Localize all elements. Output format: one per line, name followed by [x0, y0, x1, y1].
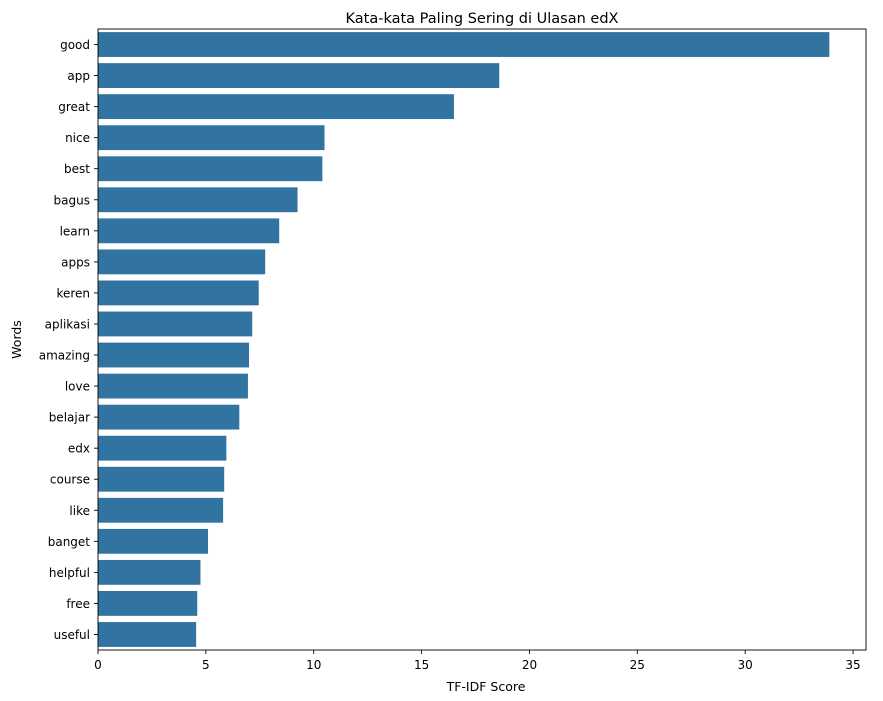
bar-free [98, 591, 198, 616]
bar-nice [98, 125, 325, 151]
y-tick-label: banget [48, 535, 91, 549]
x-tick-labels: 0 5 10 15 20 25 30 35 [94, 650, 861, 672]
x-axis-label: TF-IDF Score [446, 679, 526, 694]
bar-great [98, 94, 454, 120]
bar-useful [98, 622, 197, 647]
y-tick-label: aplikasi [45, 317, 90, 331]
x-tick-label: 20 [522, 658, 537, 672]
y-tick-label: course [50, 473, 90, 487]
bar-good [98, 32, 830, 57]
x-tick-label: 25 [630, 658, 645, 672]
y-tick-label: edx [68, 442, 90, 456]
bar-best [98, 156, 323, 182]
y-tick-label: useful [54, 628, 90, 642]
y-tick-labels: good app great nice best bagus learn apps keren a… [39, 38, 98, 642]
bar-app [98, 63, 500, 88]
bar-apps [98, 249, 266, 275]
y-tick-label: love [65, 380, 90, 394]
y-tick-label: best [64, 162, 90, 176]
bar-amazing [98, 342, 250, 368]
bar-belajar [98, 404, 240, 430]
y-tick-label: app [67, 69, 90, 83]
x-tick-label: 0 [94, 658, 102, 672]
x-tick-label: 10 [306, 658, 321, 672]
y-tick-label: keren [56, 286, 90, 300]
x-tick-label: 5 [202, 658, 210, 672]
bar-helpful [98, 559, 201, 585]
y-axis-label: Words [9, 320, 24, 359]
y-tick-label: great [58, 100, 90, 114]
y-tick-label: helpful [49, 566, 90, 580]
bar-love [98, 373, 248, 399]
bar-learn [98, 218, 280, 244]
bars-group [98, 32, 830, 647]
y-tick-label: apps [61, 255, 90, 269]
y-tick-label: amazing [39, 349, 90, 363]
y-tick-label: like [69, 504, 90, 518]
y-tick-label: good [60, 38, 90, 52]
bar-aplikasi [98, 311, 253, 337]
y-tick-label: belajar [49, 411, 90, 425]
y-tick-label: bagus [54, 193, 90, 207]
x-tick-label: 35 [845, 658, 860, 672]
bar-edx [98, 435, 227, 461]
chart-title: Kata-kata Paling Sering di Ulasan edX [346, 11, 619, 27]
bar-keren [98, 280, 259, 306]
x-tick-label: 15 [414, 658, 429, 672]
y-tick-label: learn [60, 224, 90, 238]
plot-frame [97, 28, 867, 651]
y-tick-label: free [66, 597, 90, 611]
x-tick-label: 30 [738, 658, 753, 672]
bar-like [98, 497, 224, 523]
bar-banget [98, 528, 209, 554]
bar-course [98, 466, 225, 492]
bar-bagus [98, 187, 298, 213]
y-tick-label: nice [65, 131, 90, 145]
